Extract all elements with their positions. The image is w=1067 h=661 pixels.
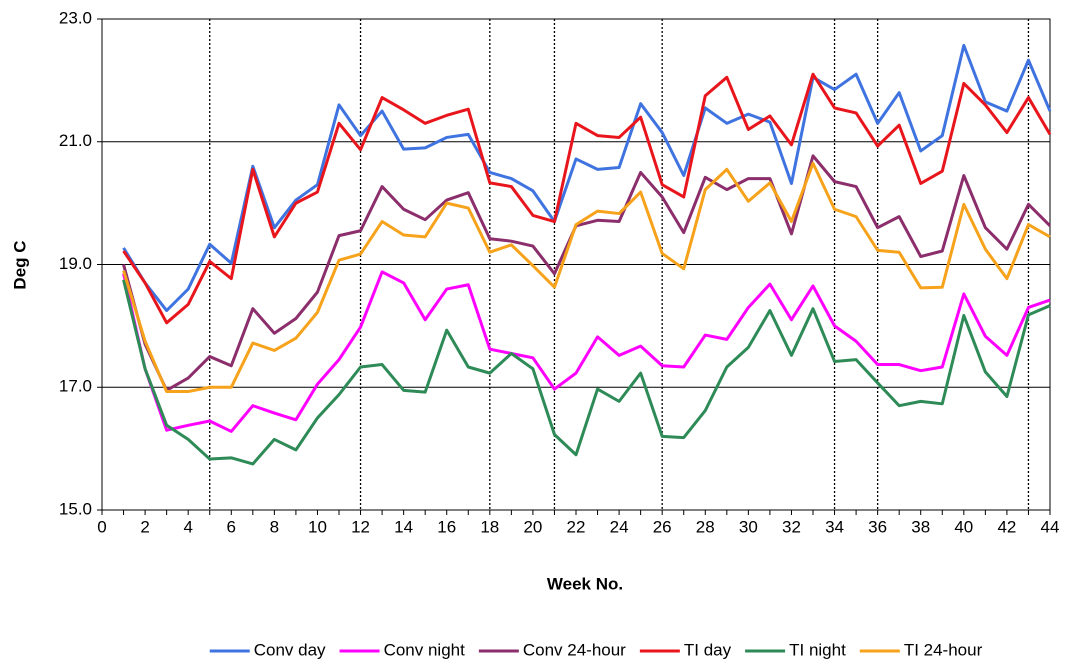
x-tick-label: 22 [567, 517, 586, 536]
x-tick-label: 24 [610, 517, 629, 536]
legend-label: TI day [684, 640, 732, 659]
x-tick-label: 40 [954, 517, 973, 536]
x-tick-label: 44 [1041, 517, 1060, 536]
x-tick-label: 6 [227, 517, 236, 536]
legend-label: Conv day [254, 640, 326, 659]
legend-label: Conv night [384, 640, 466, 659]
x-tick-label: 10 [308, 517, 327, 536]
x-tick-label: 34 [825, 517, 844, 536]
y-tick-label: 21.0 [59, 131, 92, 150]
series-line [122, 43, 1052, 313]
x-tick-label: 0 [97, 517, 106, 536]
x-tick-label: 30 [739, 517, 758, 536]
series-line [122, 154, 1052, 392]
x-tick-label: 42 [997, 517, 1016, 536]
x-tick-label: 26 [653, 517, 672, 536]
x-tick-label: 12 [351, 517, 370, 536]
y-tick-label: 19.0 [59, 254, 92, 273]
legend-label: Conv 24-hour [523, 640, 626, 659]
x-tick-label: 38 [911, 517, 930, 536]
legend-label: TI 24-hour [904, 640, 983, 659]
y-axis-label: Deg C [10, 240, 29, 289]
x-tick-label: 32 [782, 517, 801, 536]
legend-label: TI night [789, 640, 846, 659]
x-tick-label: 4 [183, 517, 192, 536]
x-tick-label: 18 [480, 517, 499, 536]
y-tick-label: 17.0 [59, 377, 92, 396]
x-tick-label: 8 [270, 517, 279, 536]
y-tick-label: 23.0 [59, 8, 92, 27]
x-tick-label: 16 [437, 517, 456, 536]
y-tick-label: 15.0 [59, 499, 92, 518]
x-axis-label: Week No. [547, 574, 623, 593]
x-tick-label: 14 [394, 517, 413, 536]
x-tick-label: 20 [523, 517, 542, 536]
series-line [122, 279, 1051, 466]
series-line [122, 161, 1051, 394]
x-tick-label: 36 [868, 517, 887, 536]
x-tick-label: 2 [140, 517, 149, 536]
plot-area [101, 18, 1051, 511]
series-line [122, 270, 1051, 433]
x-tick-label: 28 [696, 517, 715, 536]
series-line [122, 72, 1052, 325]
